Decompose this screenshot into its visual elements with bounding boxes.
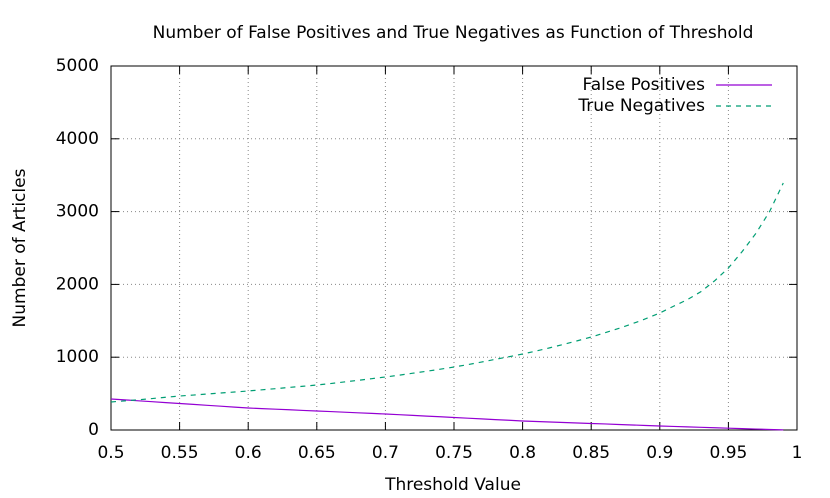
y-tick-label: 5000 xyxy=(56,56,99,76)
y-tick-label: 3000 xyxy=(56,202,99,222)
y-tick-label: 2000 xyxy=(56,274,99,294)
x-tick-label: 0.6 xyxy=(235,443,262,463)
x-tick-label: 0.7 xyxy=(372,443,399,463)
x-axis-label: Threshold Value xyxy=(384,475,521,495)
x-tick-label: 0.65 xyxy=(298,443,336,463)
y-tick-label: 1000 xyxy=(56,347,99,367)
plot-border xyxy=(110,65,798,431)
y-tick-label: 4000 xyxy=(56,129,99,149)
x-tick-label: 0.95 xyxy=(709,443,747,463)
y-axis-label: Number of Articles xyxy=(10,168,30,327)
x-tick-label: 1 xyxy=(792,443,803,463)
line-series xyxy=(110,398,784,431)
x-tick-label: 0.75 xyxy=(435,443,473,463)
legend-label: True Negatives xyxy=(577,96,705,116)
x-tick-label: 0.8 xyxy=(509,443,536,463)
x-tick-label: 0.85 xyxy=(572,443,610,463)
x-tick-label: 0.55 xyxy=(161,443,199,463)
chart-title: Number of False Positives and True Negat… xyxy=(153,23,754,43)
legend-label: False Positives xyxy=(583,75,706,95)
x-tick-label: 0.5 xyxy=(97,443,124,463)
x-tick-label: 0.9 xyxy=(646,443,673,463)
line-series xyxy=(110,182,784,403)
y-tick-label: 0 xyxy=(88,420,99,440)
